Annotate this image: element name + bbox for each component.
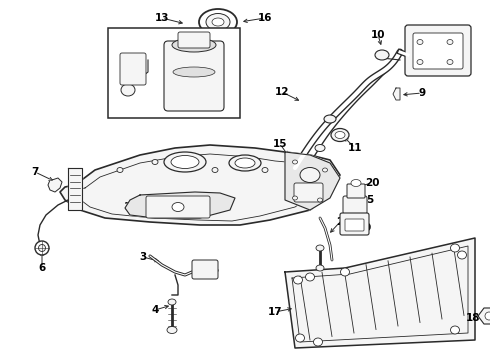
FancyBboxPatch shape [108, 28, 240, 118]
Ellipse shape [351, 180, 361, 186]
Polygon shape [285, 152, 340, 210]
Text: 11: 11 [348, 143, 362, 153]
FancyBboxPatch shape [294, 183, 323, 202]
FancyBboxPatch shape [164, 41, 224, 111]
Text: 7: 7 [31, 167, 39, 177]
Polygon shape [68, 168, 82, 210]
Ellipse shape [295, 334, 304, 342]
Text: 16: 16 [258, 13, 272, 23]
Text: 1: 1 [123, 202, 131, 212]
FancyBboxPatch shape [120, 53, 146, 85]
Ellipse shape [172, 202, 184, 211]
Polygon shape [285, 238, 475, 348]
Ellipse shape [121, 84, 135, 96]
Ellipse shape [450, 244, 460, 252]
Ellipse shape [324, 115, 336, 123]
Text: 4: 4 [151, 305, 159, 315]
Ellipse shape [447, 40, 453, 45]
Ellipse shape [152, 159, 158, 165]
Ellipse shape [117, 167, 123, 172]
Ellipse shape [293, 196, 297, 200]
Ellipse shape [39, 244, 46, 252]
Ellipse shape [300, 167, 320, 183]
FancyBboxPatch shape [340, 213, 369, 235]
Text: 8: 8 [456, 43, 464, 53]
Text: 20: 20 [365, 178, 379, 188]
Ellipse shape [417, 40, 423, 45]
Ellipse shape [229, 155, 261, 171]
Ellipse shape [164, 152, 206, 172]
Ellipse shape [318, 198, 322, 202]
Text: 5: 5 [211, 265, 219, 275]
Ellipse shape [335, 131, 345, 139]
Text: 12: 12 [275, 87, 289, 97]
Ellipse shape [199, 9, 237, 35]
Polygon shape [393, 88, 400, 100]
FancyBboxPatch shape [343, 196, 367, 214]
Ellipse shape [305, 273, 315, 281]
Text: 13: 13 [155, 13, 169, 23]
Ellipse shape [450, 326, 460, 334]
Text: 10: 10 [371, 30, 385, 40]
Ellipse shape [35, 241, 49, 255]
Ellipse shape [375, 50, 389, 60]
Text: 17: 17 [268, 307, 282, 317]
Ellipse shape [341, 268, 349, 276]
FancyBboxPatch shape [146, 196, 210, 218]
Polygon shape [125, 192, 235, 218]
Ellipse shape [173, 67, 215, 77]
Ellipse shape [316, 265, 324, 271]
Ellipse shape [294, 276, 302, 284]
Ellipse shape [293, 160, 297, 164]
FancyBboxPatch shape [178, 32, 210, 48]
Ellipse shape [206, 13, 230, 31]
Ellipse shape [167, 327, 177, 333]
Text: 19: 19 [358, 223, 372, 233]
Ellipse shape [316, 245, 324, 251]
FancyBboxPatch shape [405, 25, 471, 76]
Ellipse shape [262, 167, 268, 172]
Ellipse shape [172, 38, 216, 52]
Polygon shape [60, 145, 340, 225]
Polygon shape [48, 178, 62, 192]
Text: 2: 2 [336, 217, 343, 227]
Ellipse shape [235, 158, 255, 168]
FancyBboxPatch shape [413, 33, 463, 69]
Ellipse shape [314, 338, 322, 346]
Ellipse shape [171, 156, 199, 168]
FancyBboxPatch shape [192, 260, 218, 279]
Ellipse shape [417, 59, 423, 64]
Ellipse shape [212, 167, 218, 172]
FancyBboxPatch shape [345, 219, 364, 231]
Ellipse shape [315, 144, 325, 152]
Ellipse shape [212, 18, 224, 26]
Text: 5: 5 [367, 195, 374, 205]
FancyBboxPatch shape [347, 184, 365, 198]
Ellipse shape [331, 129, 349, 141]
Polygon shape [478, 308, 490, 324]
Text: 3: 3 [139, 252, 147, 262]
Ellipse shape [458, 251, 466, 259]
Text: 14: 14 [121, 77, 135, 87]
Text: 15: 15 [273, 139, 287, 149]
Ellipse shape [322, 168, 327, 172]
Text: 9: 9 [418, 88, 425, 98]
Ellipse shape [447, 59, 453, 64]
Ellipse shape [168, 299, 176, 305]
Ellipse shape [485, 312, 490, 320]
Text: 18: 18 [466, 313, 480, 323]
Text: 6: 6 [38, 263, 46, 273]
